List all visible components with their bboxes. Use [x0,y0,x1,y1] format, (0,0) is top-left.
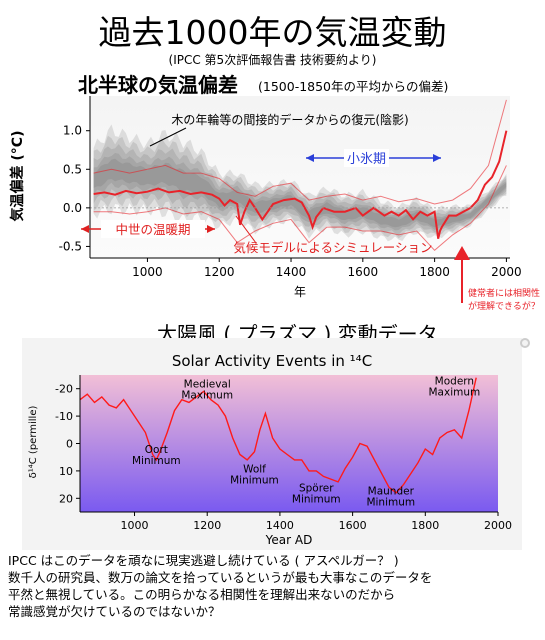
chart1-ytick-label: 0.5 [63,162,82,176]
sun-icon [520,338,530,348]
chart1-xtick-label: 1400 [276,265,307,279]
simulation-pointer [235,215,257,244]
chart1-ytick-label: 0.0 [63,201,82,215]
chart1-xtick-label: 2000 [491,265,522,279]
simulation-mean-line [93,130,508,239]
footer-line: 常識感覚が欠けているのではないか？ [8,604,221,619]
solar-event-label: Oort Minimum [132,444,181,467]
footer-line: 数千人の研究員、数万の論文を拾っているというが最も大事なこのデータを [8,570,433,585]
chart2-ytick-label: 0 [66,438,73,451]
simulation-envelope-line [93,165,507,251]
medieval-warm-label: 中世の温暖期 [115,222,190,237]
reconstruction-band [93,158,507,228]
chart2-xlabel: Year AD [265,533,313,547]
chart2-ylabel: δ¹⁴C (permille) [28,406,39,479]
chart2-xtick-label: 2000 [484,519,512,532]
comparison-arrowheads [454,246,470,260]
solar-event-label: Wolf Minimum [230,463,279,486]
side-note: 健常者には相関性が理解できるが？ [468,289,541,312]
chart2-xtick-label: 1800 [411,519,439,532]
chart1-ytick-label: 1.0 [63,124,82,138]
chart2-xtick-label: 1200 [193,519,221,532]
source-note: (IPCC 第5次評価報告書 技術要約より) [168,53,377,67]
simulation-label: 気候モデルによるシミュレーション [233,240,432,255]
chart1-ylabel: 気温偏差 (°C) [9,131,26,222]
chart2-ytick-label: 20 [59,492,73,505]
chart2-xtick-label: 1400 [266,519,294,532]
reconstruction-band [93,144,507,235]
chart1-title: 北半球の気温偏差 [78,73,238,97]
chart2-xtick-label: 1000 [121,519,149,532]
chart2-xtick-label: 1600 [339,519,367,532]
chart1-xtick-label: 1200 [204,265,235,279]
chart2-ytick-label: 10 [59,465,73,478]
solar-event-label: Spörer Minimum [292,483,341,506]
solar-event-label: Medieval Maximum [181,378,233,401]
reconstruction-band [93,153,507,231]
chart2-ytick-label: -20 [55,383,73,396]
temperature-anomaly-chart: -0.5 0.0 0.5 1.0 1000 1200 1400 1600 1800 2000 木の… [9,96,522,303]
chart1-subtitle: (1500-1850年の平均からの偏差) [258,79,449,94]
page-title: 過去1000年の気温変動 [98,13,447,52]
chart1-ytick-label: -0.5 [59,239,82,253]
footer-line: 平然と無視している。この明らかなる相関性を理解出来ないのだから [8,587,396,602]
medieval-warm-bg [101,220,205,238]
chart1-xtick-label: 1600 [348,265,379,279]
chart1-xtick-label: 1000 [132,265,163,279]
chart2-title: Solar Activity Events in ¹⁴C [172,352,372,370]
reconstruction-pointer [149,127,187,147]
chart1-xlabel: 年 [294,285,306,299]
solar-event-label: Maunder Minimum [366,485,415,508]
solar-activity-chart: Solar Activity Events in ¹⁴C -20 -10 0 10 20… [22,338,522,550]
footer-commentary: IPCC はこのデータを頑なに現実逃避し続けている ( アスペルガー？ ) 数千… [8,552,538,620]
chart1-xtick-label: 1800 [419,265,450,279]
little-ice-age-bg [344,149,389,167]
simulation-envelope-line [93,99,507,205]
solar-event-label: Modern Maximum [429,376,481,399]
chart2-ytick-label: -10 [55,410,73,423]
reconstruction-label: 木の年輪等の間接的データからの復元(陰影) [171,112,408,127]
footer-line: IPCC はこのデータを頑なに現実逃避し続けている ( アスペルガー？ ) [8,553,399,568]
little-ice-age-label: 小氷期 [347,152,386,167]
delta-c14-line [79,377,477,494]
